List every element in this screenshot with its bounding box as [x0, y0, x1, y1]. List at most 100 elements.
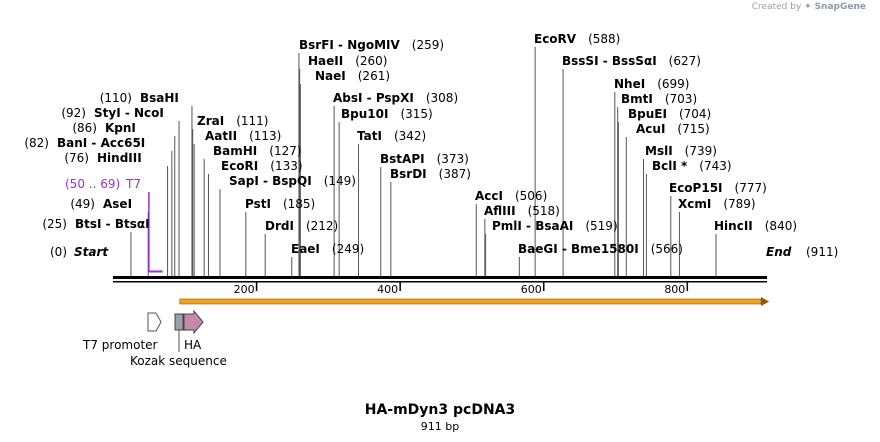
- map-length: 911 bp: [420, 420, 460, 433]
- site-position: (739): [685, 144, 717, 158]
- site-name[interactable]: SapI - BspQI: [229, 174, 312, 188]
- site-position: (111): [236, 114, 268, 128]
- site-name[interactable]: NheI: [614, 77, 645, 91]
- ruler-tick-label: 800: [664, 283, 685, 296]
- site-name[interactable]: BsaHI: [140, 91, 179, 105]
- site-position: (49): [70, 197, 95, 211]
- site-position: (715): [677, 122, 709, 136]
- site-position: (699): [657, 77, 689, 91]
- orf-bar: [179, 298, 762, 305]
- ruler-ticks: 200 400 600 800: [234, 282, 689, 296]
- site-name[interactable]: KpnI: [105, 121, 136, 135]
- ruler-tick-label: 200: [234, 283, 255, 296]
- site-name[interactable]: BsrDI: [390, 167, 427, 181]
- snapgene-logo-icon: ✦: [804, 2, 812, 12]
- site-name[interactable]: BclI *: [652, 159, 688, 173]
- site-position: (789): [723, 197, 755, 211]
- feature-track: T7 promoter Kozak sequence HA: [82, 297, 769, 368]
- start-label: Start: [74, 245, 109, 259]
- site-position: (315): [400, 107, 432, 121]
- end-label: End: [766, 245, 792, 259]
- site-position: (185): [283, 197, 315, 211]
- grey-box-icon: [174, 313, 184, 331]
- feature-label[interactable]: Kozak sequence: [130, 354, 227, 368]
- site-name[interactable]: AccI: [475, 189, 503, 203]
- site-name[interactable]: EcoRV: [534, 32, 577, 46]
- site-name[interactable]: BamHI: [213, 144, 257, 158]
- site-name[interactable]: AflIII: [484, 204, 516, 218]
- feature-label[interactable]: HA: [184, 338, 202, 352]
- site-name[interactable]: BmtI: [621, 92, 653, 106]
- site-name[interactable]: BssSI - BssSαI: [562, 54, 657, 68]
- pink-arrow-icon: [183, 309, 204, 335]
- site-name[interactable]: PmlI - BsaAI: [492, 219, 573, 233]
- site-name[interactable]: BstAPI: [380, 152, 425, 166]
- site-name[interactable]: AbsI - PspXI: [333, 91, 414, 105]
- site-position: (627): [669, 54, 701, 68]
- ruler-tick-label: 400: [377, 283, 398, 296]
- site-position: (703): [665, 92, 697, 106]
- site-position: (259): [412, 38, 444, 52]
- site-name[interactable]: MslI: [645, 144, 673, 158]
- site-position: (308): [426, 91, 458, 105]
- site-position: (92): [61, 106, 86, 120]
- site-lines: [130, 47, 717, 276]
- primer-range: (50 .. 69): [65, 177, 120, 191]
- site-name[interactable]: EcoP15I: [669, 181, 723, 195]
- site-position: (76): [64, 151, 89, 165]
- site-name[interactable]: ZraI: [197, 114, 224, 128]
- site-position: (387): [439, 167, 471, 181]
- site-position: (133): [270, 159, 302, 173]
- site-position: (212): [306, 219, 338, 233]
- site-position: (82): [24, 136, 49, 150]
- site-name[interactable]: EcoRI: [221, 159, 258, 173]
- site-name[interactable]: BanI - Acc65I: [57, 136, 145, 150]
- ruler-tick-label: 600: [521, 283, 542, 296]
- site-position: (506): [515, 189, 547, 203]
- backbone-top: [113, 276, 767, 279]
- site-name[interactable]: BaeGI - Bme1580I: [518, 242, 639, 256]
- site-name[interactable]: Bpu10I: [341, 107, 388, 121]
- primer-name[interactable]: T7: [125, 177, 141, 191]
- site-name[interactable]: BtsI - BtsαI: [75, 217, 150, 231]
- site-name[interactable]: NaeI: [315, 69, 346, 83]
- site-name[interactable]: StyI - NcoI: [94, 106, 164, 120]
- site-position: (25): [42, 217, 67, 231]
- site-position: (127): [269, 144, 301, 158]
- site-name[interactable]: BpuEI: [628, 107, 667, 121]
- dna-backbone: [113, 276, 767, 283]
- site-name[interactable]: TatI: [357, 129, 382, 143]
- site-position: (86): [72, 121, 97, 135]
- site-position: (704): [679, 107, 711, 121]
- snapgene-credit: Created by ✦ SnapGene: [752, 2, 866, 12]
- site-name[interactable]: EaeI: [291, 242, 320, 256]
- site-labels: BtsI - BtsαI (25) AseI (49) HindIII (76)BanI …: [24, 32, 838, 259]
- site-position: (342): [394, 129, 426, 143]
- site-name[interactable]: XcmI: [678, 197, 711, 211]
- map-title: HA-mDyn3 pcDNA3: [364, 402, 516, 418]
- start-position: (0): [50, 245, 67, 259]
- feature-label[interactable]: T7 promoter: [82, 338, 158, 352]
- site-position: (840): [765, 219, 797, 233]
- site-position: (519): [585, 219, 617, 233]
- site-position: (110): [100, 91, 132, 105]
- site-name[interactable]: BsrFI - NgoMIV: [299, 38, 400, 52]
- site-name[interactable]: HaeII: [308, 54, 343, 68]
- site-name[interactable]: AcuI: [636, 122, 665, 136]
- credit-prefix: Created by: [751, 2, 802, 12]
- site-name[interactable]: HindIII: [97, 151, 142, 165]
- site-name[interactable]: AatII: [205, 129, 237, 143]
- site-position: (113): [249, 129, 281, 143]
- end-position: (911): [806, 245, 838, 259]
- site-position: (261): [358, 69, 390, 83]
- site-position: (743): [699, 159, 731, 173]
- site-name[interactable]: HincII: [714, 219, 753, 233]
- site-name[interactable]: AseI: [103, 197, 132, 211]
- site-position: (260): [355, 54, 387, 68]
- site-position: (249): [332, 242, 364, 256]
- site-name[interactable]: PstI: [245, 197, 271, 211]
- open-arrow-icon: [147, 312, 162, 332]
- site-position: (588): [588, 32, 620, 46]
- site-name[interactable]: DrdI: [265, 219, 294, 233]
